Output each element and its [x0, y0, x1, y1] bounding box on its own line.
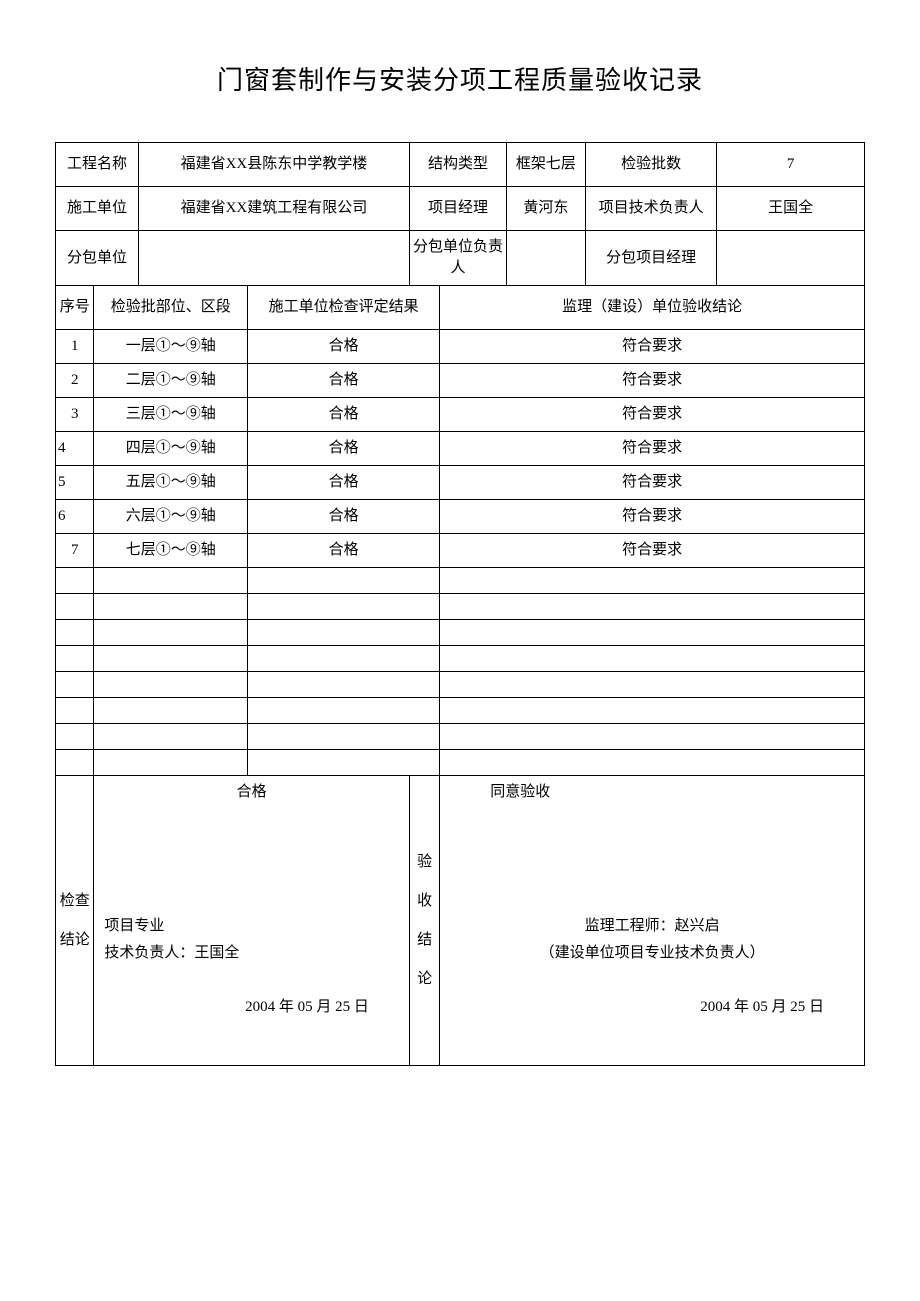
value-structure-type: 框架七层 — [506, 143, 585, 187]
table-row — [248, 698, 440, 724]
col-seq: 序号 — [56, 286, 94, 330]
table-row — [56, 698, 94, 724]
table-row: 合格 — [248, 534, 440, 568]
table-row — [94, 594, 248, 620]
label-sub-pm: 分包项目经理 — [585, 231, 716, 286]
value-subcontractor — [138, 231, 409, 286]
table-row — [94, 620, 248, 646]
label-subcontractor: 分包单位 — [56, 231, 139, 286]
table-row: 符合要求 — [440, 364, 865, 398]
table-row: 合格 — [248, 398, 440, 432]
value-sub-lead — [506, 231, 585, 286]
inspect-person: 技术负责人：王国全 — [104, 940, 398, 967]
label-batch-count: 检验批数 — [585, 143, 716, 187]
table-row: 7 — [56, 534, 94, 568]
table-row: 合格 — [248, 330, 440, 364]
label-structure-type: 结构类型 — [409, 143, 506, 187]
accept-date: 2004 年 05 月 25 日 — [450, 997, 854, 1018]
table-row: 6 — [56, 500, 94, 534]
table-row: 符合要求 — [440, 500, 865, 534]
table-row — [248, 750, 440, 776]
table-row — [94, 568, 248, 594]
col-result: 施工单位检查评定结果 — [248, 286, 440, 330]
value-batch-count: 7 — [717, 143, 865, 187]
col-section: 检验批部位、区段 — [94, 286, 248, 330]
table-row: 符合要求 — [440, 432, 865, 466]
table-row: 三层①～⑨轴 — [94, 398, 248, 432]
table-row: 合格 — [248, 364, 440, 398]
table-row: 符合要求 — [440, 466, 865, 500]
accept-person1: 监理工程师：赵兴启 — [450, 913, 854, 940]
table-row — [440, 724, 865, 750]
inspect-conclusion-cell: 合格 项目专业 技术负责人：王国全 2004 年 05 月 25 日 — [94, 776, 409, 1066]
table-row: 四层①～⑨轴 — [94, 432, 248, 466]
table-row: 合格 — [248, 432, 440, 466]
accept-conclusion-cell: 同意验收 监理工程师：赵兴启 （建设单位项目专业技术负责人） 2004 年 05… — [440, 776, 865, 1066]
inspect-result: 合格 — [104, 782, 398, 803]
table-row — [56, 620, 94, 646]
table-row — [94, 672, 248, 698]
table-row: 符合要求 — [440, 398, 865, 432]
table-row — [440, 594, 865, 620]
table-row: 合格 — [248, 500, 440, 534]
table-row: 1 — [56, 330, 94, 364]
table-row — [440, 568, 865, 594]
table-row — [56, 594, 94, 620]
table-row — [248, 646, 440, 672]
value-construction-unit: 福建省XX建筑工程有限公司 — [138, 187, 409, 231]
table-row: 一层①～⑨轴 — [94, 330, 248, 364]
accept-conclusion-label: 验收结论 — [409, 776, 439, 1066]
table-row — [248, 672, 440, 698]
table-row — [248, 568, 440, 594]
label-project-name: 工程名称 — [56, 143, 139, 187]
table-row — [56, 568, 94, 594]
table-row — [248, 620, 440, 646]
acceptance-record-table: 工程名称 福建省XX县陈东中学教学楼 结构类型 框架七层 检验批数 7 施工单位… — [55, 142, 865, 1066]
inspect-conclusion-label: 检查结论 — [56, 776, 94, 1066]
inspect-date: 2004 年 05 月 25 日 — [104, 997, 398, 1018]
value-tech-lead: 王国全 — [717, 187, 865, 231]
label-project-manager: 项目经理 — [409, 187, 506, 231]
table-row — [440, 620, 865, 646]
table-row — [94, 646, 248, 672]
table-row — [440, 698, 865, 724]
label-sub-lead: 分包单位负责人 — [409, 231, 506, 286]
table-row — [440, 672, 865, 698]
table-row — [56, 646, 94, 672]
table-row: 5 — [56, 466, 94, 500]
table-row: 符合要求 — [440, 534, 865, 568]
table-row: 五层①～⑨轴 — [94, 466, 248, 500]
table-row: 二层①～⑨轴 — [94, 364, 248, 398]
table-row — [56, 724, 94, 750]
table-row: 七层①～⑨轴 — [94, 534, 248, 568]
table-row — [248, 724, 440, 750]
value-project-name: 福建省XX县陈东中学教学楼 — [138, 143, 409, 187]
table-row — [94, 750, 248, 776]
accept-person2: （建设单位项目专业技术负责人） — [450, 940, 854, 967]
label-construction-unit: 施工单位 — [56, 187, 139, 231]
table-row: 4 — [56, 432, 94, 466]
table-row — [440, 750, 865, 776]
table-row: 合格 — [248, 466, 440, 500]
table-row — [56, 750, 94, 776]
label-tech-lead: 项目技术负责人 — [585, 187, 716, 231]
table-row: 3 — [56, 398, 94, 432]
inspect-person-label: 项目专业 — [104, 913, 398, 940]
table-row: 符合要求 — [440, 330, 865, 364]
table-row — [94, 724, 248, 750]
table-row: 2 — [56, 364, 94, 398]
table-row — [248, 594, 440, 620]
value-sub-pm — [717, 231, 865, 286]
page-title: 门窗套制作与安装分项工程质量验收记录 — [55, 60, 865, 97]
table-row — [56, 672, 94, 698]
value-project-manager: 黄河东 — [506, 187, 585, 231]
table-row — [440, 646, 865, 672]
col-conclusion: 监理（建设）单位验收结论 — [440, 286, 865, 330]
table-row: 六层①～⑨轴 — [94, 500, 248, 534]
table-row — [94, 698, 248, 724]
accept-result: 同意验收 — [450, 782, 854, 803]
